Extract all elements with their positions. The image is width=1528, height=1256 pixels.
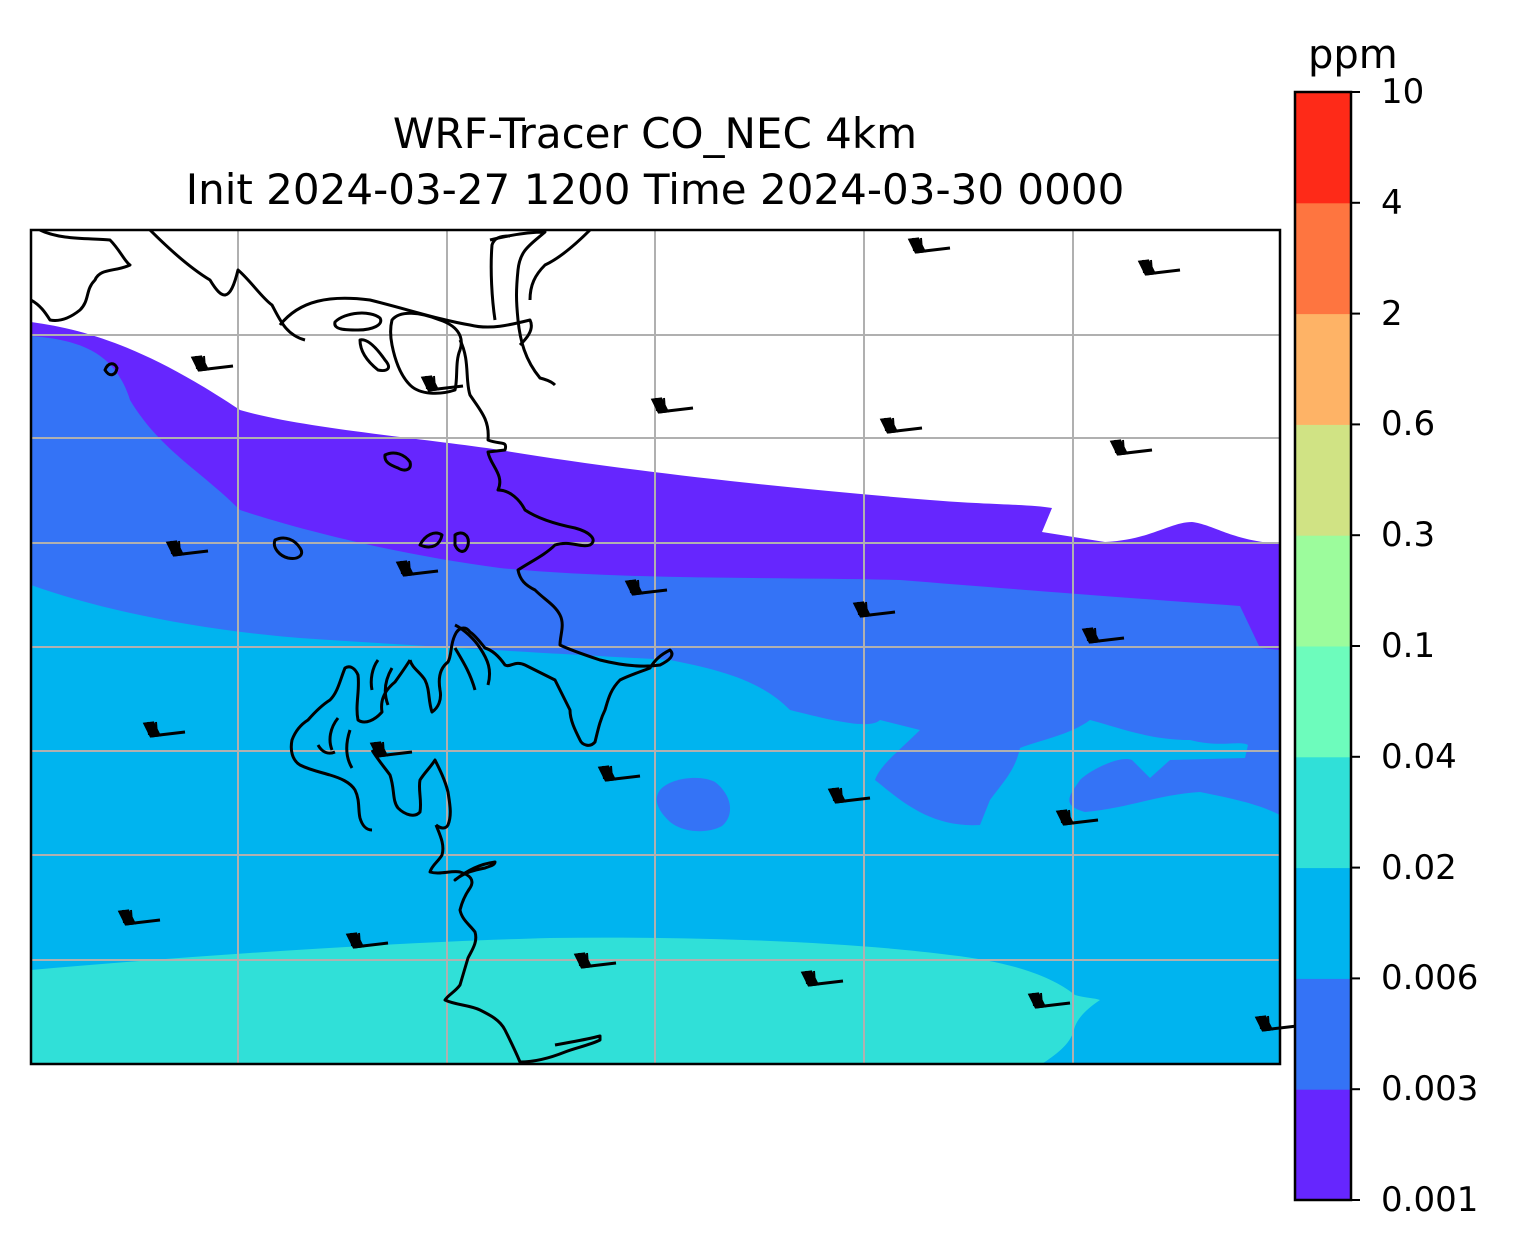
colorbar-tick-label: 0.1	[1381, 626, 1436, 666]
colorbar-tick-label: 2	[1381, 293, 1403, 334]
coastline-lake-small	[103, 362, 119, 377]
coastline-peninsula	[389, 311, 463, 395]
colorbar-tick-label: 0.001	[1381, 1180, 1479, 1220]
wind-barb	[142, 721, 186, 738]
coastline-fjords	[316, 659, 394, 769]
coastline-river-3	[528, 230, 592, 301]
colorbar-tick-label: 0.04	[1381, 736, 1457, 777]
coastline-main	[408, 339, 674, 747]
colorbar	[1293, 90, 1360, 1202]
wind-barb	[345, 932, 389, 949]
coastline-river	[489, 230, 557, 387]
colorbar-tick-label: 10	[1381, 72, 1425, 112]
coastlines	[31, 230, 674, 1064]
colorbar-band	[1295, 867, 1351, 979]
wind-barb	[1109, 439, 1153, 456]
colorbar-tick-label: 0.02	[1381, 847, 1457, 888]
contour-patch-0.003	[656, 777, 731, 832]
wind-barb	[573, 952, 617, 969]
coastline-north-3	[278, 296, 533, 347]
wind-barb	[395, 560, 439, 577]
colorbar-band	[1295, 313, 1351, 425]
coastline-inlet	[453, 623, 492, 691]
wind-barb	[650, 397, 694, 414]
colorbar-band	[1295, 535, 1351, 647]
coastline-lake-2	[358, 338, 390, 372]
gridlines	[31, 230, 1280, 1064]
wind-barb	[624, 579, 668, 596]
wind-barb	[800, 970, 844, 987]
wind-barb	[907, 237, 951, 254]
coastline-bay-west	[289, 659, 412, 832]
wind-barb	[165, 540, 209, 557]
wind-barb	[827, 787, 871, 804]
wind-barb	[1137, 259, 1181, 276]
colorbar-tick-label: 0.003	[1381, 1069, 1479, 1110]
colorbar-tick-label: 0.006	[1381, 958, 1479, 999]
wind-barb	[1027, 992, 1071, 1009]
wind-barb	[369, 741, 413, 758]
wind-barb	[117, 909, 161, 926]
wind-barb	[420, 375, 464, 392]
wind-barb	[1081, 627, 1125, 644]
wind-barb	[1254, 1015, 1298, 1032]
colorbar-band	[1295, 646, 1351, 758]
wind-barb	[1055, 809, 1099, 826]
colorbar-tick-label: 0.6	[1381, 404, 1436, 445]
contour-band-0.02	[31, 937, 1100, 1064]
colorbar-tick-label: 0.3	[1381, 515, 1436, 556]
wind-barb	[852, 601, 896, 618]
map-title-line-1: WRF-Tracer CO_NEC 4km	[392, 109, 918, 158]
colorbar-tick-label: 4	[1381, 182, 1403, 223]
coastline-islands	[272, 451, 470, 560]
colorbar-band	[1295, 978, 1351, 1090]
wind-barbs	[117, 237, 1298, 1032]
colorbar-band	[1295, 424, 1351, 536]
coastline-lake-1	[333, 311, 383, 332]
colorbar-band	[1295, 202, 1351, 315]
colorbar-band	[1295, 756, 1351, 869]
coastline-north-2	[148, 230, 306, 342]
map-frame	[29, 228, 1282, 1066]
wind-barb	[190, 355, 234, 372]
colorbar-unit-label: ppm	[1308, 32, 1398, 78]
colorbar-band	[1295, 92, 1351, 204]
map-title-line-2: Init 2024-03-27 1200 Time 2024-03-30 000…	[185, 165, 1125, 214]
wind-barb	[597, 765, 641, 782]
wind-barb	[879, 417, 923, 434]
coastline-river-2	[489, 234, 511, 321]
coastline-north	[31, 230, 132, 322]
coastline-south	[428, 824, 602, 1064]
coastline-bay-inner	[370, 749, 452, 830]
coastline-strip	[453, 860, 497, 882]
colorbar-band	[1295, 1089, 1351, 1201]
